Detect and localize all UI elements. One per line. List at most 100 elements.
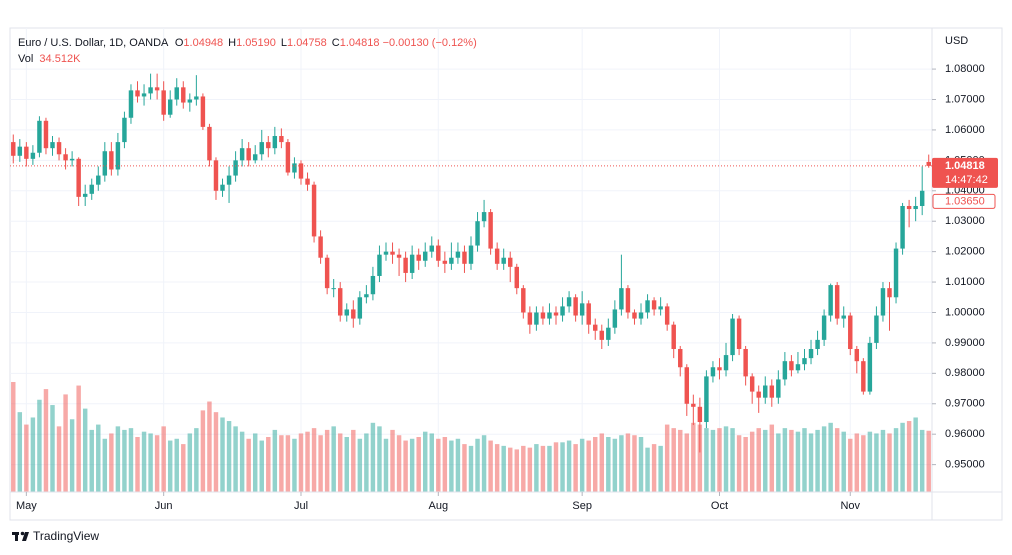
logo-icon (15, 532, 18, 541)
candle-body (893, 248, 899, 298)
volume-bar (658, 445, 663, 492)
candle-body (220, 184, 225, 191)
volume-bar (828, 422, 833, 492)
volume-bar (494, 444, 500, 492)
candle-body (848, 315, 853, 349)
volume-bar (926, 430, 931, 492)
brand: TradingView (33, 529, 99, 543)
volume-bar (161, 426, 166, 492)
volume-bar (364, 433, 369, 492)
candle-body (279, 136, 284, 143)
volume-bar (782, 428, 788, 492)
ohlc: O1.04948 H1.05190 L1.04758 C1.04818 (171, 37, 383, 49)
volume-bar (213, 412, 219, 492)
candle-body (658, 306, 663, 310)
candle-body (462, 251, 467, 264)
volume-bar (697, 424, 703, 492)
candle-body (122, 117, 127, 143)
x-tick-label: Oct (711, 500, 728, 512)
volume-bar (82, 408, 88, 492)
volume-bar (292, 438, 297, 492)
volume-bar (115, 426, 121, 492)
candle-body (861, 361, 866, 392)
change: −0.00130 (−0.12%) (382, 37, 477, 49)
volume-bar (678, 429, 683, 492)
volume-bar (154, 435, 160, 492)
volume-bar (802, 428, 807, 492)
candle-body (854, 348, 860, 362)
candle-body (24, 146, 29, 159)
axes: 1.080001.070001.060001.050001.040001.030… (10, 28, 1002, 520)
volume-bar (468, 445, 474, 492)
candle-body (782, 361, 788, 380)
volume-bar (50, 405, 55, 492)
y-tick-label: 1.07000 (945, 93, 985, 105)
volume-bar (429, 433, 434, 492)
volume-bar (756, 428, 761, 492)
candle-body (141, 93, 147, 97)
volume-bar (455, 438, 461, 492)
candle-body (449, 257, 454, 264)
volume-bar (423, 431, 428, 492)
volume-bar (717, 428, 722, 492)
candle-body (769, 385, 775, 398)
ohlc-key: L (280, 37, 288, 49)
candle-body (226, 175, 232, 185)
candle-body (475, 221, 480, 246)
candles (11, 73, 931, 453)
candle-body (403, 257, 408, 273)
volume-bar (893, 428, 899, 492)
volume-bar (233, 426, 238, 492)
candle-body (704, 376, 709, 423)
volume-bar (874, 433, 879, 492)
volume-bar (344, 437, 349, 492)
candle-body (508, 257, 513, 267)
candle-body (566, 297, 572, 307)
candle-body (776, 379, 781, 398)
candle-body (292, 163, 297, 173)
y-tick-label: 0.98000 (945, 367, 985, 379)
volume-bar (187, 433, 193, 492)
candle-body (717, 367, 722, 371)
candle-body (671, 324, 676, 349)
candle-body (102, 151, 108, 176)
ohlc-value: 1.04818 (339, 37, 380, 49)
candle-body (749, 376, 755, 392)
ohlc-value: 1.05190 (236, 37, 276, 49)
candle-body (593, 324, 598, 331)
volume-bar (383, 438, 389, 492)
last-price-box (932, 157, 998, 188)
candle-body (213, 160, 219, 191)
candle-body (795, 364, 801, 371)
volume-bar (481, 435, 487, 492)
last-price-label: 1.04818 (945, 160, 985, 172)
volume-bar (96, 424, 101, 492)
candle-body (233, 160, 238, 176)
x-tick-label: May (16, 500, 37, 512)
candle-body (259, 142, 264, 155)
candle-body (586, 303, 591, 325)
volume-bar (396, 435, 402, 492)
volume-bar (776, 433, 781, 492)
volume-bar (357, 438, 363, 492)
y-tick-label: 1.08000 (945, 63, 985, 75)
volume-bar (625, 433, 631, 492)
candle-body (488, 212, 493, 249)
volume-bar (508, 447, 513, 492)
volume-bar (566, 440, 572, 492)
volume-bar (89, 429, 94, 492)
volume-bar (684, 433, 690, 492)
volume-bar (795, 431, 801, 492)
volume-label: Vol (18, 53, 34, 65)
candle-body (612, 309, 618, 328)
volume-bar (834, 428, 840, 492)
volume-bar (24, 424, 29, 492)
candle-body (664, 306, 670, 325)
volume-bar (259, 440, 264, 492)
marker-label: 1.03650 (945, 195, 985, 207)
candle-body (357, 297, 363, 319)
candle-body (246, 148, 251, 161)
candle-body (743, 348, 748, 377)
volume-bar (848, 438, 853, 492)
volume-bar (691, 422, 696, 492)
